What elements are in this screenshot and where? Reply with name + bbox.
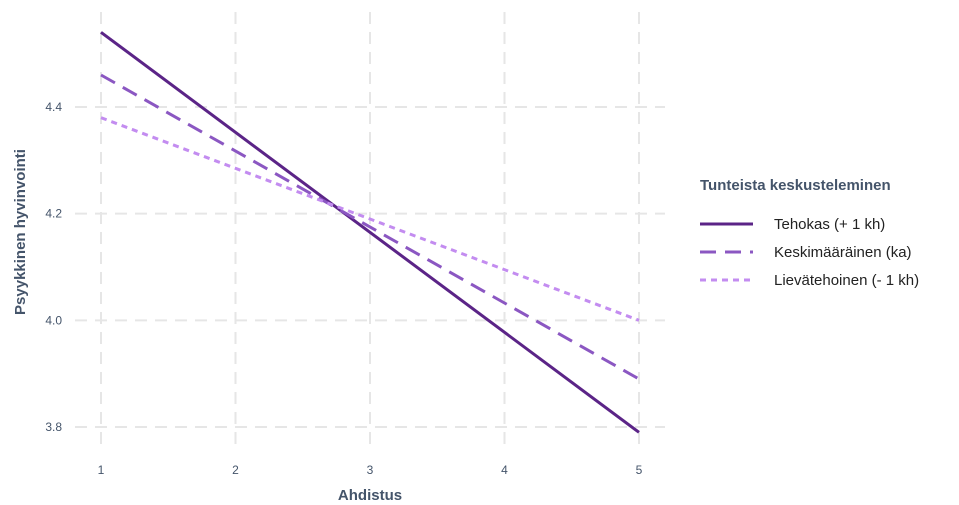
legend-title: Tunteista keskusteleminen (700, 177, 891, 194)
legend-label: Keskimääräinen (ka) (774, 244, 912, 261)
y-axis-title: Psyykkinen hyvinvointi (12, 149, 29, 315)
x-tick-label: 4 (501, 463, 508, 477)
y-tick-label: 3.8 (45, 420, 62, 434)
x-tick-label: 5 (636, 463, 643, 477)
grid-lines (75, 12, 665, 452)
x-axis-tick-labels: 1 2 3 4 5 (98, 463, 643, 477)
legend-item: Tehokas (+ 1 kh) (700, 216, 885, 233)
y-tick-label: 4.0 (45, 313, 62, 327)
legend-items: Tehokas (+ 1 kh) Keskimääräinen (ka) Lievä… (700, 216, 919, 289)
legend-label: Lievätehoinen (- 1 kh) (774, 272, 919, 289)
series-lines (100, 31, 640, 434)
legend-item: Lievätehoinen (- 1 kh) (700, 272, 919, 289)
x-tick-label: 1 (98, 463, 105, 477)
series-line-2 (100, 73, 640, 381)
x-tick-label: 2 (232, 463, 239, 477)
series-line-3 (100, 116, 640, 322)
series-line-1 (100, 31, 640, 434)
legend: Tunteista keskusteleminen Tehokas (+ 1 k… (700, 177, 919, 289)
y-tick-label: 4.4 (45, 100, 62, 114)
x-tick-label: 3 (367, 463, 374, 477)
y-axis-tick-labels: 3.8 4.0 4.2 4.4 (45, 100, 62, 434)
legend-item: Keskimääräinen (ka) (700, 244, 912, 261)
x-axis-title: Ahdistus (338, 487, 402, 504)
y-tick-label: 4.2 (45, 207, 62, 221)
legend-label: Tehokas (+ 1 kh) (774, 216, 885, 233)
